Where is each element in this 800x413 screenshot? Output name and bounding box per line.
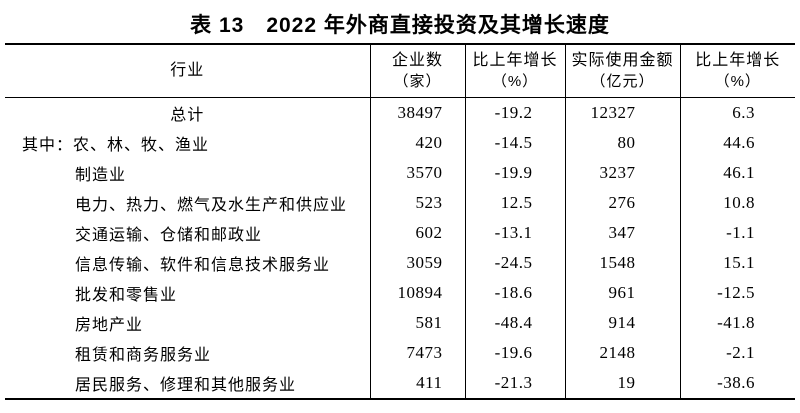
col-header-enterprise-growth: 比上年增长 （%） [464, 44, 565, 98]
cell-enterprises: 581 [369, 308, 465, 338]
cell-amount-growth: -38.6 [679, 368, 795, 399]
cell-enterprises: 10894 [369, 278, 465, 308]
cell-enterprise-growth: -14.5 [464, 128, 565, 158]
col-header-unit: （%） [714, 73, 761, 90]
cell-industry: 总计 [170, 107, 205, 124]
cell-amount-growth: -12.5 [679, 278, 795, 308]
table-row-real-estate: 房地产业 581 -48.4 914 -41.8 [5, 308, 795, 338]
cell-utilized-amount: 276 [564, 188, 680, 218]
table-row-utilities: 电力、热力、燃气及水生产和供应业 523 12.5 276 10.8 [5, 188, 795, 218]
cell-industry: 交通运输、仓储和邮政业 [75, 227, 263, 244]
col-header-label: 行业 [170, 62, 205, 79]
cell-enterprises: 411 [369, 368, 465, 399]
cell-utilized-amount: 1548 [564, 248, 680, 278]
cell-utilized-amount: 961 [564, 278, 680, 308]
col-header-unit: （%） [491, 73, 539, 90]
col-header-industry: 行业 [5, 44, 370, 98]
cell-enterprise-growth: -19.6 [464, 338, 565, 368]
cell-enterprise-growth: -21.3 [464, 368, 565, 399]
cell-amount-growth: 44.6 [679, 128, 795, 158]
cell-enterprise-growth: -19.2 [464, 97, 565, 128]
col-header-unit: （家） [393, 73, 442, 90]
cell-enterprise-growth: -13.1 [464, 218, 565, 248]
cell-utilized-amount: 19 [564, 368, 680, 399]
cell-enterprise-growth: -24.5 [464, 248, 565, 278]
cell-enterprises: 38497 [369, 97, 465, 128]
cell-amount-growth: -1.1 [679, 218, 795, 248]
table-body: 总计 38497 -19.2 12327 6.3 其中：农、林、牧、渔业 420… [5, 97, 795, 399]
col-header-label: 实际使用金额 [571, 52, 674, 69]
table-row-total: 总计 38497 -19.2 12327 6.3 [5, 97, 795, 128]
table-row-agriculture: 其中：农、林、牧、渔业 420 -14.5 80 44.6 [5, 128, 795, 158]
col-header-amount-growth: 比上年增长 （%） [679, 44, 795, 98]
cell-enterprises: 3570 [369, 158, 465, 188]
cell-amount-growth: 10.8 [679, 188, 795, 218]
cell-industry: 租赁和商务服务业 [75, 347, 212, 364]
table-row-information: 信息传输、软件和信息技术服务业 3059 -24.5 1548 15.1 [5, 248, 795, 278]
cell-enterprises: 602 [369, 218, 465, 248]
table-row-leasing-business: 租赁和商务服务业 7473 -19.6 2148 -2.1 [5, 338, 795, 368]
col-header-enterprises: 企业数 （家） [369, 44, 465, 98]
cell-utilized-amount: 3237 [564, 158, 680, 188]
cell-utilized-amount: 914 [564, 308, 680, 338]
table-row-wholesale-retail: 批发和零售业 10894 -18.6 961 -12.5 [5, 278, 795, 308]
cell-industry: 信息传输、软件和信息技术服务业 [75, 257, 331, 274]
cell-industry: 房地产业 [75, 317, 144, 334]
cell-industry: 居民服务、修理和其他服务业 [75, 377, 297, 394]
cell-amount-growth: 6.3 [679, 97, 795, 128]
cell-utilized-amount: 347 [564, 218, 680, 248]
cell-enterprises: 523 [369, 188, 465, 218]
cell-enterprise-growth: -18.6 [464, 278, 565, 308]
cell-enterprises: 420 [369, 128, 465, 158]
table-header: 行业 企业数 （家） 比上年增长 （%） 实际使用金额 （亿元） 比上年增长 （… [5, 44, 795, 98]
cell-utilized-amount: 80 [564, 128, 680, 158]
cell-enterprises: 3059 [369, 248, 465, 278]
cell-amount-growth: -2.1 [679, 338, 795, 368]
table-row-manufacturing: 制造业 3570 -19.9 3237 46.1 [5, 158, 795, 188]
cell-industry: 电力、热力、燃气及水生产和供应业 [75, 197, 348, 214]
cell-utilized-amount: 2148 [564, 338, 680, 368]
col-header-label: 比上年增长 [695, 52, 781, 69]
cell-amount-growth: 15.1 [679, 248, 795, 278]
col-header-utilized-amount: 实际使用金额 （亿元） [564, 44, 680, 98]
cell-amount-growth: -41.8 [679, 308, 795, 338]
fdi-table: 行业 企业数 （家） 比上年增长 （%） 实际使用金额 （亿元） 比上年增长 （… [5, 43, 795, 400]
table-row-transport: 交通运输、仓储和邮政业 602 -13.1 347 -1.1 [5, 218, 795, 248]
col-header-unit: （亿元） [590, 73, 655, 90]
cell-industry: 批发和零售业 [75, 287, 178, 304]
cell-industry: 制造业 [75, 167, 127, 184]
cell-enterprise-growth: 12.5 [464, 188, 565, 218]
cell-enterprises: 7473 [369, 338, 465, 368]
cell-enterprise-growth: -48.4 [464, 308, 565, 338]
cell-industry: 其中：农、林、牧、渔业 [22, 137, 210, 154]
col-header-label: 企业数 [391, 52, 443, 69]
cell-amount-growth: 46.1 [679, 158, 795, 188]
cell-enterprise-growth: -19.9 [464, 158, 565, 188]
table-title: 表 13 2022 年外商直接投资及其增长速度 [190, 14, 610, 37]
cell-utilized-amount: 12327 [564, 97, 680, 128]
header-row: 行业 企业数 （家） 比上年增长 （%） 实际使用金额 （亿元） 比上年增长 （… [5, 44, 795, 98]
table-row-resident-services: 居民服务、修理和其他服务业 411 -21.3 19 -38.6 [5, 368, 795, 399]
col-header-label: 比上年增长 [472, 52, 558, 69]
